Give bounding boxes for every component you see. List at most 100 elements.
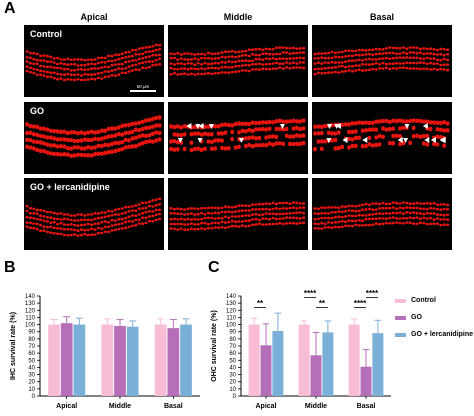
hair-cell — [313, 147, 317, 152]
hair-cell — [254, 120, 258, 126]
hair-cell — [313, 124, 317, 129]
hair-cell — [364, 68, 368, 72]
hair-cell — [357, 219, 361, 222]
hair-cell — [103, 211, 107, 214]
hair-cell — [254, 62, 258, 66]
hair-cell — [354, 205, 358, 208]
hair-cell — [117, 217, 121, 221]
hair-cell — [401, 56, 405, 59]
hair-cell — [313, 227, 317, 230]
hair-cell — [192, 146, 197, 152]
hair-cell — [271, 57, 275, 60]
micrograph-go-apical: GO — [24, 102, 164, 174]
hair-cell — [206, 222, 210, 226]
hair-cell — [123, 145, 128, 150]
hair-cell — [340, 219, 344, 223]
y-tick-label: 90 — [229, 330, 236, 336]
hair-cell — [227, 60, 231, 63]
hair-cell — [254, 208, 258, 211]
hair-cell — [151, 49, 155, 53]
hair-cell — [186, 207, 190, 211]
hair-cell — [278, 207, 282, 211]
hair-cell — [220, 145, 224, 151]
hair-cell — [83, 59, 87, 62]
hair-cell — [264, 127, 269, 132]
y-tick-label: 120 — [226, 308, 237, 314]
hair-cell — [370, 120, 375, 126]
hair-cell — [45, 75, 49, 79]
hair-cell — [223, 65, 227, 69]
y-tick-label: 110 — [226, 315, 236, 321]
bar — [101, 324, 114, 396]
hair-cell — [298, 51, 302, 54]
hair-cell — [320, 221, 324, 225]
hair-cell — [350, 59, 354, 62]
hair-cell — [337, 71, 341, 74]
hair-cell — [217, 226, 221, 229]
row-label-go-lercanidipine: GO + lercanidipine — [30, 182, 110, 192]
hair-cell — [213, 61, 217, 65]
hair-cell — [429, 202, 433, 205]
hair-cell — [401, 46, 405, 49]
hair-cell — [196, 131, 201, 136]
hair-cell — [150, 116, 155, 122]
hair-cell — [189, 147, 194, 153]
hair-cell — [330, 131, 334, 136]
hair-cell — [172, 71, 176, 75]
hair-cell — [251, 59, 255, 63]
hair-cell — [144, 46, 148, 49]
hair-cell — [82, 153, 87, 158]
hair-cell — [347, 65, 351, 68]
hair-cell — [354, 223, 358, 227]
hair-cell — [234, 60, 238, 64]
hair-cell — [425, 217, 429, 220]
hair-cell — [31, 124, 36, 129]
hair-cell — [45, 142, 50, 147]
hair-cell — [301, 118, 306, 123]
hair-cell — [96, 137, 101, 142]
hair-cell — [42, 209, 46, 213]
hair-cell — [79, 223, 83, 227]
bar — [260, 345, 272, 396]
lesion-arrowhead — [440, 137, 446, 143]
hair-cell — [69, 63, 73, 66]
hair-cell — [357, 53, 361, 57]
hair-cell — [333, 137, 338, 143]
hair-cell — [147, 45, 151, 49]
hair-cell — [107, 54, 111, 58]
hair-cell — [134, 53, 138, 56]
hair-cell — [130, 209, 134, 212]
hair-cell — [144, 60, 148, 64]
hair-cell — [42, 70, 46, 73]
hair-cell — [196, 52, 200, 56]
hair-cell — [264, 52, 268, 55]
hair-cell — [367, 52, 371, 56]
hair-cell — [120, 222, 124, 225]
hair-cell — [337, 206, 341, 209]
hair-cell — [209, 132, 214, 137]
hair-cell — [25, 65, 29, 68]
hair-cell — [227, 66, 231, 69]
hair-cell — [134, 59, 138, 62]
hair-cell — [113, 148, 118, 154]
micrograph-image — [313, 46, 450, 76]
hair-cell — [344, 215, 348, 218]
hair-cell — [100, 227, 104, 230]
hair-cell — [90, 233, 94, 236]
hair-cell — [39, 229, 43, 233]
hair-cell — [90, 77, 94, 81]
hair-cell — [364, 217, 368, 221]
hair-cell — [381, 217, 385, 220]
hair-cell — [439, 208, 443, 211]
hair-cell — [69, 146, 74, 151]
hair-cell — [254, 47, 258, 51]
y-tick-label: 60 — [28, 351, 35, 357]
hair-cell — [66, 78, 70, 81]
hair-cell — [391, 67, 395, 70]
hair-cell — [55, 137, 60, 142]
hair-cell — [274, 222, 278, 226]
hair-cell — [86, 62, 90, 66]
hair-cell — [113, 68, 117, 72]
hair-cell — [361, 224, 365, 227]
hair-cell — [364, 128, 368, 133]
